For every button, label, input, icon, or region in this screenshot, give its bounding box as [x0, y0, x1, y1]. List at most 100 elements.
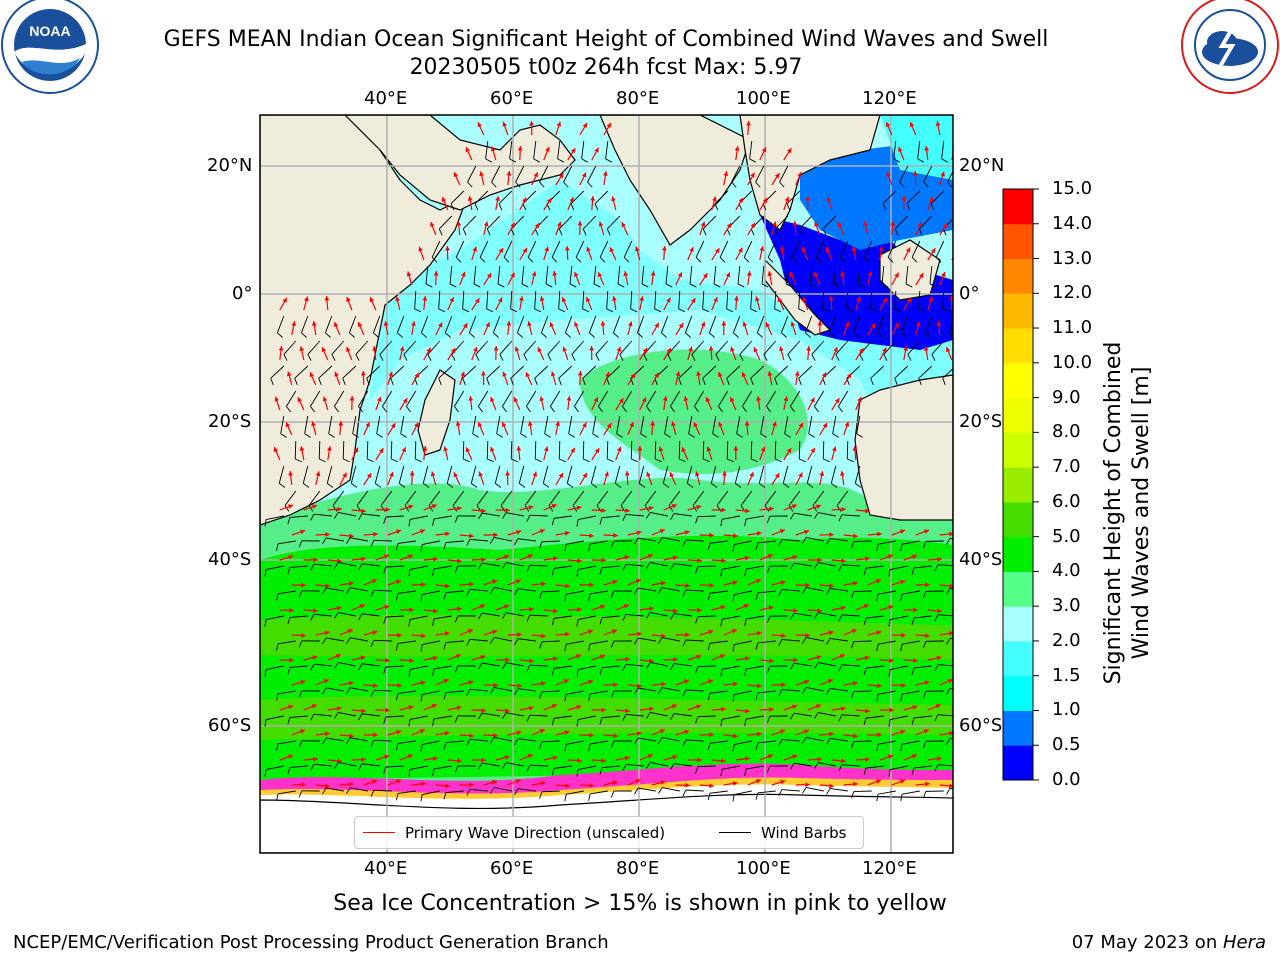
wave-arrow-head: [419, 729, 425, 734]
wind-barb-flag: [526, 406, 531, 413]
wind-barb: [373, 639, 392, 642]
wind-barb: [854, 465, 861, 484]
wave-arrow-head: [378, 448, 384, 454]
wind-barb: [793, 612, 812, 617]
wind-barb: [587, 165, 597, 183]
wind-barb-flag: [301, 332, 307, 338]
wind-barb-flag: [466, 689, 471, 696]
wave-arrow-head: [348, 581, 354, 586]
wind-barb-flag: [358, 563, 363, 571]
wave-arrow-head: [832, 446, 837, 452]
wind-barb: [749, 140, 753, 159]
wind-barb: [763, 340, 777, 355]
wind-barb: [541, 790, 560, 793]
wind-barb: [510, 290, 513, 309]
wind-barb: [709, 740, 728, 744]
wave-arrow-head: [527, 754, 533, 759]
wave-arrow-head: [863, 604, 869, 609]
colorbar-tick-label: 15.0: [1052, 178, 1093, 199]
wind-barb: [563, 165, 573, 183]
wind-barb: [806, 587, 824, 592]
wind-barb: [342, 440, 345, 460]
wind-barb-flag: [836, 505, 842, 512]
wave-arrow-head: [469, 581, 474, 587]
wind-barb-flag: [925, 332, 931, 338]
wave-arrow-head: [612, 579, 618, 585]
wind-barb-flag: [870, 378, 874, 385]
wind-barb-flag: [594, 203, 599, 211]
wave-arrow-head: [420, 680, 426, 686]
wind-barb-flag: [264, 569, 267, 577]
wind-barb: [761, 265, 765, 284]
wave-arrow-head: [864, 655, 870, 661]
wave-arrow-head: [515, 779, 521, 784]
wind-barb-flag: [425, 283, 433, 288]
wind-barb-flag: [502, 762, 507, 769]
wind-barb-flag: [619, 354, 624, 361]
wind-barb: [894, 215, 909, 230]
wave-arrow-head: [566, 396, 572, 401]
wave-arrow-head: [301, 782, 306, 787]
wind-barb: [601, 565, 620, 569]
footer-host: Hera: [1222, 932, 1266, 953]
wind-barb-flag: [778, 589, 783, 597]
wind-barb: [289, 665, 308, 668]
wave-arrow-head: [840, 271, 845, 276]
wind-barb: [918, 290, 921, 309]
wave-arrow-head: [486, 273, 492, 279]
wind-barb-flag: [960, 257, 965, 262]
wind-barb: [280, 415, 285, 434]
wave-arrow-head: [733, 446, 739, 451]
wind-barb: [695, 240, 705, 258]
wind-barb: [734, 690, 752, 696]
colorbar-swatch: [1003, 467, 1033, 503]
wind-barb: [688, 415, 693, 434]
wind-barb-flag: [613, 332, 619, 338]
wind-barb: [709, 540, 728, 544]
wind-barb-flag: [421, 332, 427, 338]
wind-barb: [350, 587, 368, 592]
wave-arrow-head: [865, 556, 870, 562]
colorbar-tick-label: 7.0: [1052, 456, 1081, 478]
wave-arrow-head: [961, 758, 966, 763]
wind-barb: [599, 240, 609, 258]
wind-barb: [527, 240, 537, 258]
wind-barb-flag: [564, 644, 567, 652]
wind-barb: [757, 590, 776, 594]
wave-arrow-head: [493, 346, 499, 351]
wind-barb: [566, 740, 584, 745]
wind-barb-flag: [302, 483, 310, 488]
wave-arrow-head: [445, 246, 450, 251]
lat-label-left: 0°: [232, 283, 253, 304]
wind-barb-flag: [533, 158, 541, 163]
wind-barb-flag: [307, 354, 312, 361]
wind-barb: [277, 790, 296, 795]
wind-barb-flag: [523, 354, 528, 361]
wind-barb-flag: [894, 308, 902, 313]
wind-barb-flag: [707, 793, 711, 801]
wind-barb: [410, 615, 428, 620]
wind-barb-flag: [346, 737, 351, 744]
wind-barb: [558, 290, 561, 309]
wave-arrow-head: [516, 529, 522, 535]
wave-arrow-head: [712, 196, 717, 202]
wave-arrow-head: [563, 679, 569, 684]
wave-arrow-head: [288, 754, 293, 759]
wave-arrow-head: [637, 683, 642, 689]
wind-barb-flag: [863, 568, 867, 576]
wave-arrow-head: [961, 706, 966, 711]
wind-barb: [544, 415, 549, 434]
lon-label-top: 100°E: [736, 88, 791, 109]
wind-barb-flag: [778, 689, 783, 697]
wind-barb-flag: [304, 433, 311, 438]
wind-barb-flag: [350, 483, 358, 488]
wave-arrow-head: [422, 296, 428, 301]
wind-barb: [900, 315, 909, 333]
wind-barb-flag: [463, 458, 470, 463]
wind-barb: [781, 789, 800, 792]
wave-arrow-head: [342, 472, 347, 478]
wind-barb: [545, 265, 549, 284]
wind-barb: [697, 715, 716, 718]
wind-barb-flag: [946, 738, 951, 745]
wind-barb-flag: [658, 587, 663, 594]
